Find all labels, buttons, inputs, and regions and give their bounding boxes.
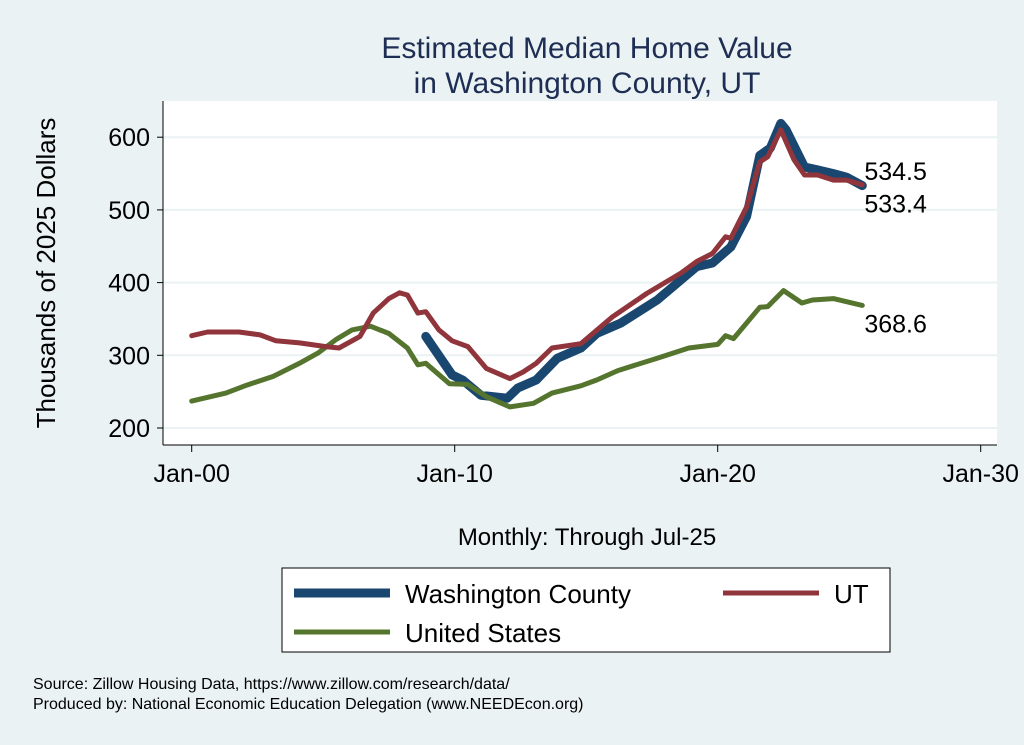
y-axis-label: Thousands of 2025 Dollars [31, 118, 61, 429]
source-note: Source: Zillow Housing Data, https://www… [33, 676, 510, 693]
y-tick-label: 400 [108, 270, 150, 298]
plot-area [163, 101, 997, 445]
y-tick-label: 300 [108, 342, 150, 370]
x-tick-label: Jan-20 [679, 460, 755, 488]
series-line-ut [189, 127, 865, 382]
x-tick-label: Jan-30 [942, 460, 1018, 488]
end-value-label-ut: 534.5 [864, 158, 927, 186]
legend-label-ut: UT [834, 579, 869, 609]
y-tick-label: 200 [108, 415, 150, 443]
x-tick-label: Jan-10 [416, 460, 492, 488]
chart-title-line-1: Estimated Median Home Value [381, 32, 792, 65]
y-tick-label: 500 [108, 197, 150, 225]
end-value-label-washington-county: 533.4 [864, 191, 927, 219]
legend: Washington County UT United States [281, 567, 891, 653]
chart-title-line-2: in Washington County, UT [414, 67, 761, 100]
legend-label-united-states: United States [405, 618, 561, 648]
series-line-washington-county [421, 118, 867, 403]
end-value-label-united-states: 368.6 [864, 310, 927, 338]
legend-label-washington-county: Washington County [405, 579, 631, 609]
y-tick-label: 600 [108, 124, 150, 152]
x-axis-label: Monthly: Through Jul-25 [458, 524, 716, 551]
x-tick-label: Jan-00 [153, 460, 229, 488]
producer-note: Produced by: National Economic Education… [33, 696, 584, 713]
